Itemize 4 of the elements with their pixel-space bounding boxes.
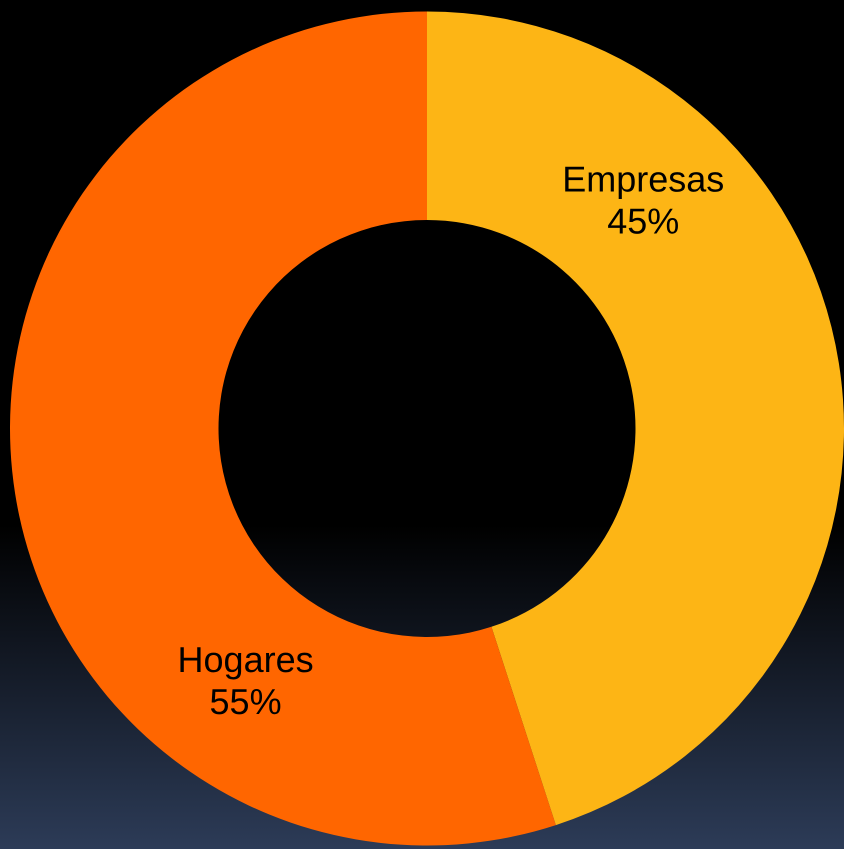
data-label: 45% (607, 200, 680, 242)
slice-label: Empresas (562, 158, 724, 200)
data-label: 55% (210, 681, 282, 722)
slice-label: Hogares (178, 639, 314, 680)
